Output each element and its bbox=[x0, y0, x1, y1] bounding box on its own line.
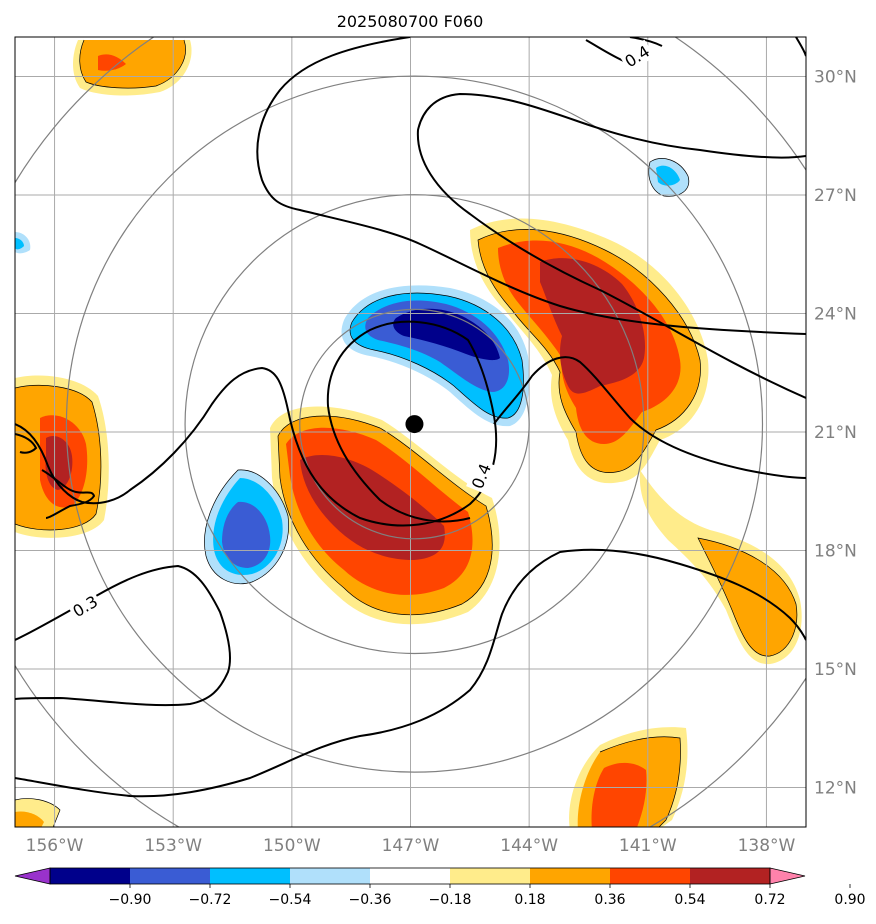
colorbar-tick-label: 0.36 bbox=[594, 892, 625, 908]
range-ring bbox=[299, 308, 530, 540]
colorbar-bin bbox=[530, 868, 611, 884]
range-ring bbox=[65, 75, 764, 773]
y-tick-labels: 30°N 27°N 24°N 21°N 18°N 15°N 12°N bbox=[814, 68, 857, 799]
colorbar-tick-label: −0.72 bbox=[189, 892, 232, 908]
range-rings bbox=[15, 37, 806, 827]
colorbar-tick-label: 0.54 bbox=[674, 892, 705, 908]
map-frame bbox=[14, 36, 807, 828]
negative-feature-northeast-core bbox=[656, 165, 680, 186]
colorbar-tick-label: 0.18 bbox=[514, 892, 545, 908]
x-tick-labels: 156°W 153°W 150°W 147°W 144°W 141°W 138°W bbox=[26, 836, 796, 856]
colorbar-bin bbox=[130, 868, 211, 884]
y-tick-label: 18°N bbox=[814, 542, 857, 562]
contour-line-3 bbox=[256, 37, 806, 335]
y-tick-label: 15°N bbox=[814, 660, 857, 680]
storm-center-marker bbox=[405, 415, 424, 434]
colorbar-bin bbox=[210, 868, 291, 884]
colorbar-tick-label: −0.36 bbox=[349, 892, 392, 908]
colorbar-tick-label: −0.54 bbox=[269, 892, 312, 908]
negative-feature-north bbox=[341, 285, 530, 427]
positive-feature-south bbox=[569, 727, 688, 827]
x-tick-label: 138°W bbox=[738, 836, 796, 856]
x-tick-label: 156°W bbox=[26, 836, 84, 856]
positive-feature-southeast bbox=[639, 470, 802, 665]
colorbar-tick-label: −0.18 bbox=[429, 892, 472, 908]
x-tick-label: 141°W bbox=[619, 836, 677, 856]
colorbar-bin bbox=[290, 868, 371, 884]
contour-line-6 bbox=[15, 564, 231, 707]
colorbar-bin bbox=[370, 868, 451, 884]
negative-feature-west-edge-core bbox=[15, 238, 24, 250]
positive-feature-bottom-left-core bbox=[15, 811, 44, 827]
y-tick-label: 30°N bbox=[814, 68, 857, 88]
chart-title: 2025080700 F060 bbox=[337, 12, 484, 31]
colorbar-tick-label: 0.72 bbox=[754, 892, 785, 908]
y-tick-label: 24°N bbox=[814, 305, 857, 325]
contour-line-9 bbox=[15, 433, 96, 519]
anomaly-shading bbox=[15, 40, 802, 827]
colorbar-bin bbox=[610, 868, 691, 884]
colorbar-extend-low bbox=[14, 867, 51, 885]
colorbar: −0.90 −0.72 −0.54 −0.36 −0.18 0.18 0.36 0.54 0.7… bbox=[14, 867, 866, 908]
colorbar-bin bbox=[50, 868, 131, 884]
x-tick-label: 144°W bbox=[500, 836, 558, 856]
colorbar-bin bbox=[690, 868, 771, 884]
y-tick-label: 21°N bbox=[814, 423, 857, 443]
x-tick-label: 147°W bbox=[382, 836, 440, 856]
x-tick-label: 150°W bbox=[263, 836, 321, 856]
positive-feature-west bbox=[15, 375, 109, 538]
contour-lines bbox=[15, 37, 806, 798]
shading-outlines bbox=[15, 39, 798, 827]
y-tick-label: 27°N bbox=[814, 186, 857, 206]
colorbar-bin bbox=[450, 868, 531, 884]
positive-feature-center bbox=[270, 406, 500, 625]
colorbar-tick-label: 0.90 bbox=[834, 892, 865, 908]
colorbar-tick-label: −0.90 bbox=[109, 892, 152, 908]
contour-line-8 bbox=[493, 356, 806, 479]
x-tick-label: 153°W bbox=[144, 836, 202, 856]
contour-line-7 bbox=[15, 548, 806, 798]
contour-line-5 bbox=[15, 320, 498, 527]
colorbar-extend-high bbox=[769, 867, 806, 885]
map-area: 0.4 0.4 0.3 bbox=[15, 37, 806, 827]
contour-line-2 bbox=[795, 37, 806, 57]
contour-line-4 bbox=[416, 92, 806, 399]
y-tick-label: 12°N bbox=[814, 779, 857, 799]
range-ring bbox=[184, 194, 645, 655]
colorbar-frame bbox=[49, 867, 771, 885]
